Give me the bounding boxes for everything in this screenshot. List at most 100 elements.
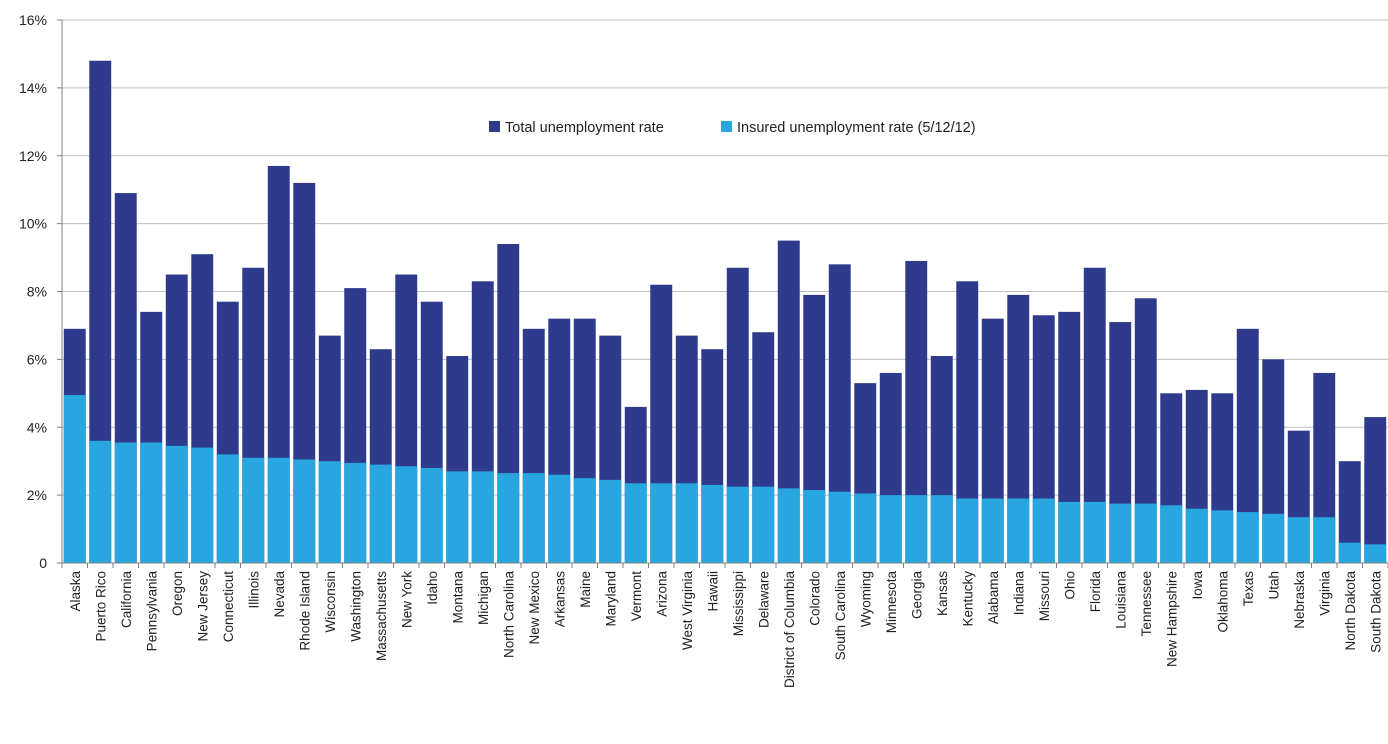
x-category-label: Louisiana bbox=[1113, 571, 1128, 629]
bar-total bbox=[1058, 311, 1081, 563]
y-tick-label: 12% bbox=[19, 148, 47, 164]
bar-insured bbox=[1134, 503, 1157, 563]
x-category-label: Kentucky bbox=[960, 571, 975, 627]
legend: Total unemployment rate Insured unemploy… bbox=[489, 120, 976, 136]
x-category-label: Florida bbox=[1088, 571, 1103, 613]
x-category-label: Alabama bbox=[986, 571, 1001, 625]
bar-total bbox=[1134, 298, 1157, 563]
x-category-label: Maine bbox=[578, 571, 593, 608]
bar-insured bbox=[1185, 508, 1208, 563]
bar-total bbox=[828, 264, 851, 563]
x-category-label: Kansas bbox=[935, 571, 950, 616]
bar-total bbox=[1364, 417, 1387, 563]
bar-insured bbox=[956, 498, 979, 563]
bar-insured bbox=[1007, 498, 1030, 563]
bar-insured bbox=[1160, 505, 1183, 563]
x-category-label: North Dakota bbox=[1343, 571, 1358, 651]
x-category-label: Oklahoma bbox=[1215, 571, 1230, 633]
bar-insured bbox=[981, 498, 1004, 563]
bar-insured bbox=[522, 473, 545, 563]
x-category-labels: Alaska Puerto Rico California Pennsylvania O… bbox=[68, 571, 1384, 689]
bar-insured bbox=[293, 459, 316, 563]
x-category-label: Georgia bbox=[909, 571, 924, 620]
bar-insured bbox=[1109, 503, 1132, 563]
legend-label-insured: Insured unemployment rate (5/12/12) bbox=[737, 120, 976, 136]
x-category-label: South Dakota bbox=[1368, 571, 1383, 653]
x-category-label: Hawaii bbox=[705, 571, 720, 612]
legend-swatch-insured bbox=[721, 121, 732, 132]
bar-insured bbox=[1262, 513, 1285, 563]
bar-insured bbox=[1236, 512, 1259, 563]
x-category-label: Massachusetts bbox=[374, 571, 389, 661]
y-tick-label: 10% bbox=[19, 216, 47, 232]
bar-insured bbox=[650, 483, 673, 563]
bar-total bbox=[1313, 372, 1336, 563]
x-category-label: Delaware bbox=[756, 571, 771, 628]
x-category-label: Montana bbox=[450, 571, 465, 624]
x-category-label: California bbox=[119, 571, 134, 629]
bar-insured bbox=[267, 457, 290, 563]
x-category-label: Ohio bbox=[1062, 571, 1077, 600]
bar-insured bbox=[726, 486, 749, 563]
bar-insured bbox=[1338, 542, 1361, 563]
legend-swatch-total bbox=[489, 121, 500, 132]
bar-total bbox=[956, 281, 979, 563]
y-tick-label: 6% bbox=[27, 351, 47, 367]
x-category-label: Rhode Island bbox=[297, 571, 312, 651]
x-category-label: Connecticut bbox=[221, 571, 236, 643]
bar-insured bbox=[675, 483, 698, 563]
bar-total bbox=[1236, 328, 1259, 563]
bar-insured bbox=[1287, 517, 1310, 563]
bar-insured bbox=[1211, 510, 1234, 563]
x-category-label: Minnesota bbox=[884, 571, 899, 634]
bar-insured bbox=[420, 467, 443, 563]
bar-insured bbox=[318, 461, 341, 563]
bar-insured bbox=[777, 488, 800, 563]
x-category-label: District of Columbia bbox=[782, 571, 797, 689]
x-category-label: Utah bbox=[1266, 571, 1281, 600]
x-category-label: New York bbox=[399, 571, 414, 628]
bar-insured bbox=[752, 486, 775, 563]
bar-insured bbox=[369, 464, 392, 563]
x-category-label: Washington bbox=[348, 571, 363, 642]
y-tick-label: 14% bbox=[19, 80, 47, 96]
y-tick-label: 4% bbox=[27, 419, 47, 435]
y-tick-label: 0 bbox=[39, 555, 47, 571]
bar-insured bbox=[599, 479, 622, 563]
bar-insured bbox=[854, 493, 877, 563]
x-category-label: Tennessee bbox=[1139, 571, 1154, 636]
x-category-label: Iowa bbox=[1190, 571, 1205, 600]
bar-insured bbox=[548, 474, 571, 563]
x-category-label: Arkansas bbox=[552, 571, 567, 628]
x-category-label: Wisconsin bbox=[323, 571, 338, 633]
bar-insured bbox=[1083, 501, 1106, 563]
bar-insured bbox=[803, 490, 826, 563]
bar-total bbox=[1083, 267, 1106, 563]
bar-insured bbox=[1032, 498, 1055, 563]
x-category-label: Pennsylvania bbox=[144, 571, 159, 652]
bar-insured bbox=[242, 457, 265, 563]
bar-total bbox=[905, 260, 928, 563]
x-category-label: New Jersey bbox=[195, 571, 210, 642]
x-category-label: North Carolina bbox=[501, 571, 516, 659]
bar-insured bbox=[573, 478, 596, 563]
x-category-label: Michigan bbox=[476, 571, 491, 625]
legend-label-total: Total unemployment rate bbox=[505, 120, 664, 136]
axes bbox=[57, 19, 1388, 568]
bar-insured bbox=[446, 471, 469, 563]
x-category-label: South Carolina bbox=[833, 571, 848, 661]
bar-total bbox=[89, 60, 112, 563]
bar-insured bbox=[191, 447, 214, 563]
bar-insured bbox=[701, 484, 724, 563]
bar-insured bbox=[1058, 501, 1081, 563]
bar-insured bbox=[905, 495, 928, 563]
bar-total bbox=[1109, 322, 1132, 563]
x-category-label: Vermont bbox=[629, 571, 644, 622]
x-category-label: Nebraska bbox=[1292, 571, 1307, 629]
bar-insured bbox=[828, 491, 851, 563]
y-tick-labels: 0 2% 4% 6% 8% 10% 12% 14% 16% bbox=[19, 12, 47, 571]
x-category-label: Texas bbox=[1241, 571, 1256, 607]
y-tick-label: 8% bbox=[27, 284, 47, 300]
y-tick-label: 2% bbox=[27, 487, 47, 503]
bar-insured bbox=[165, 445, 188, 563]
